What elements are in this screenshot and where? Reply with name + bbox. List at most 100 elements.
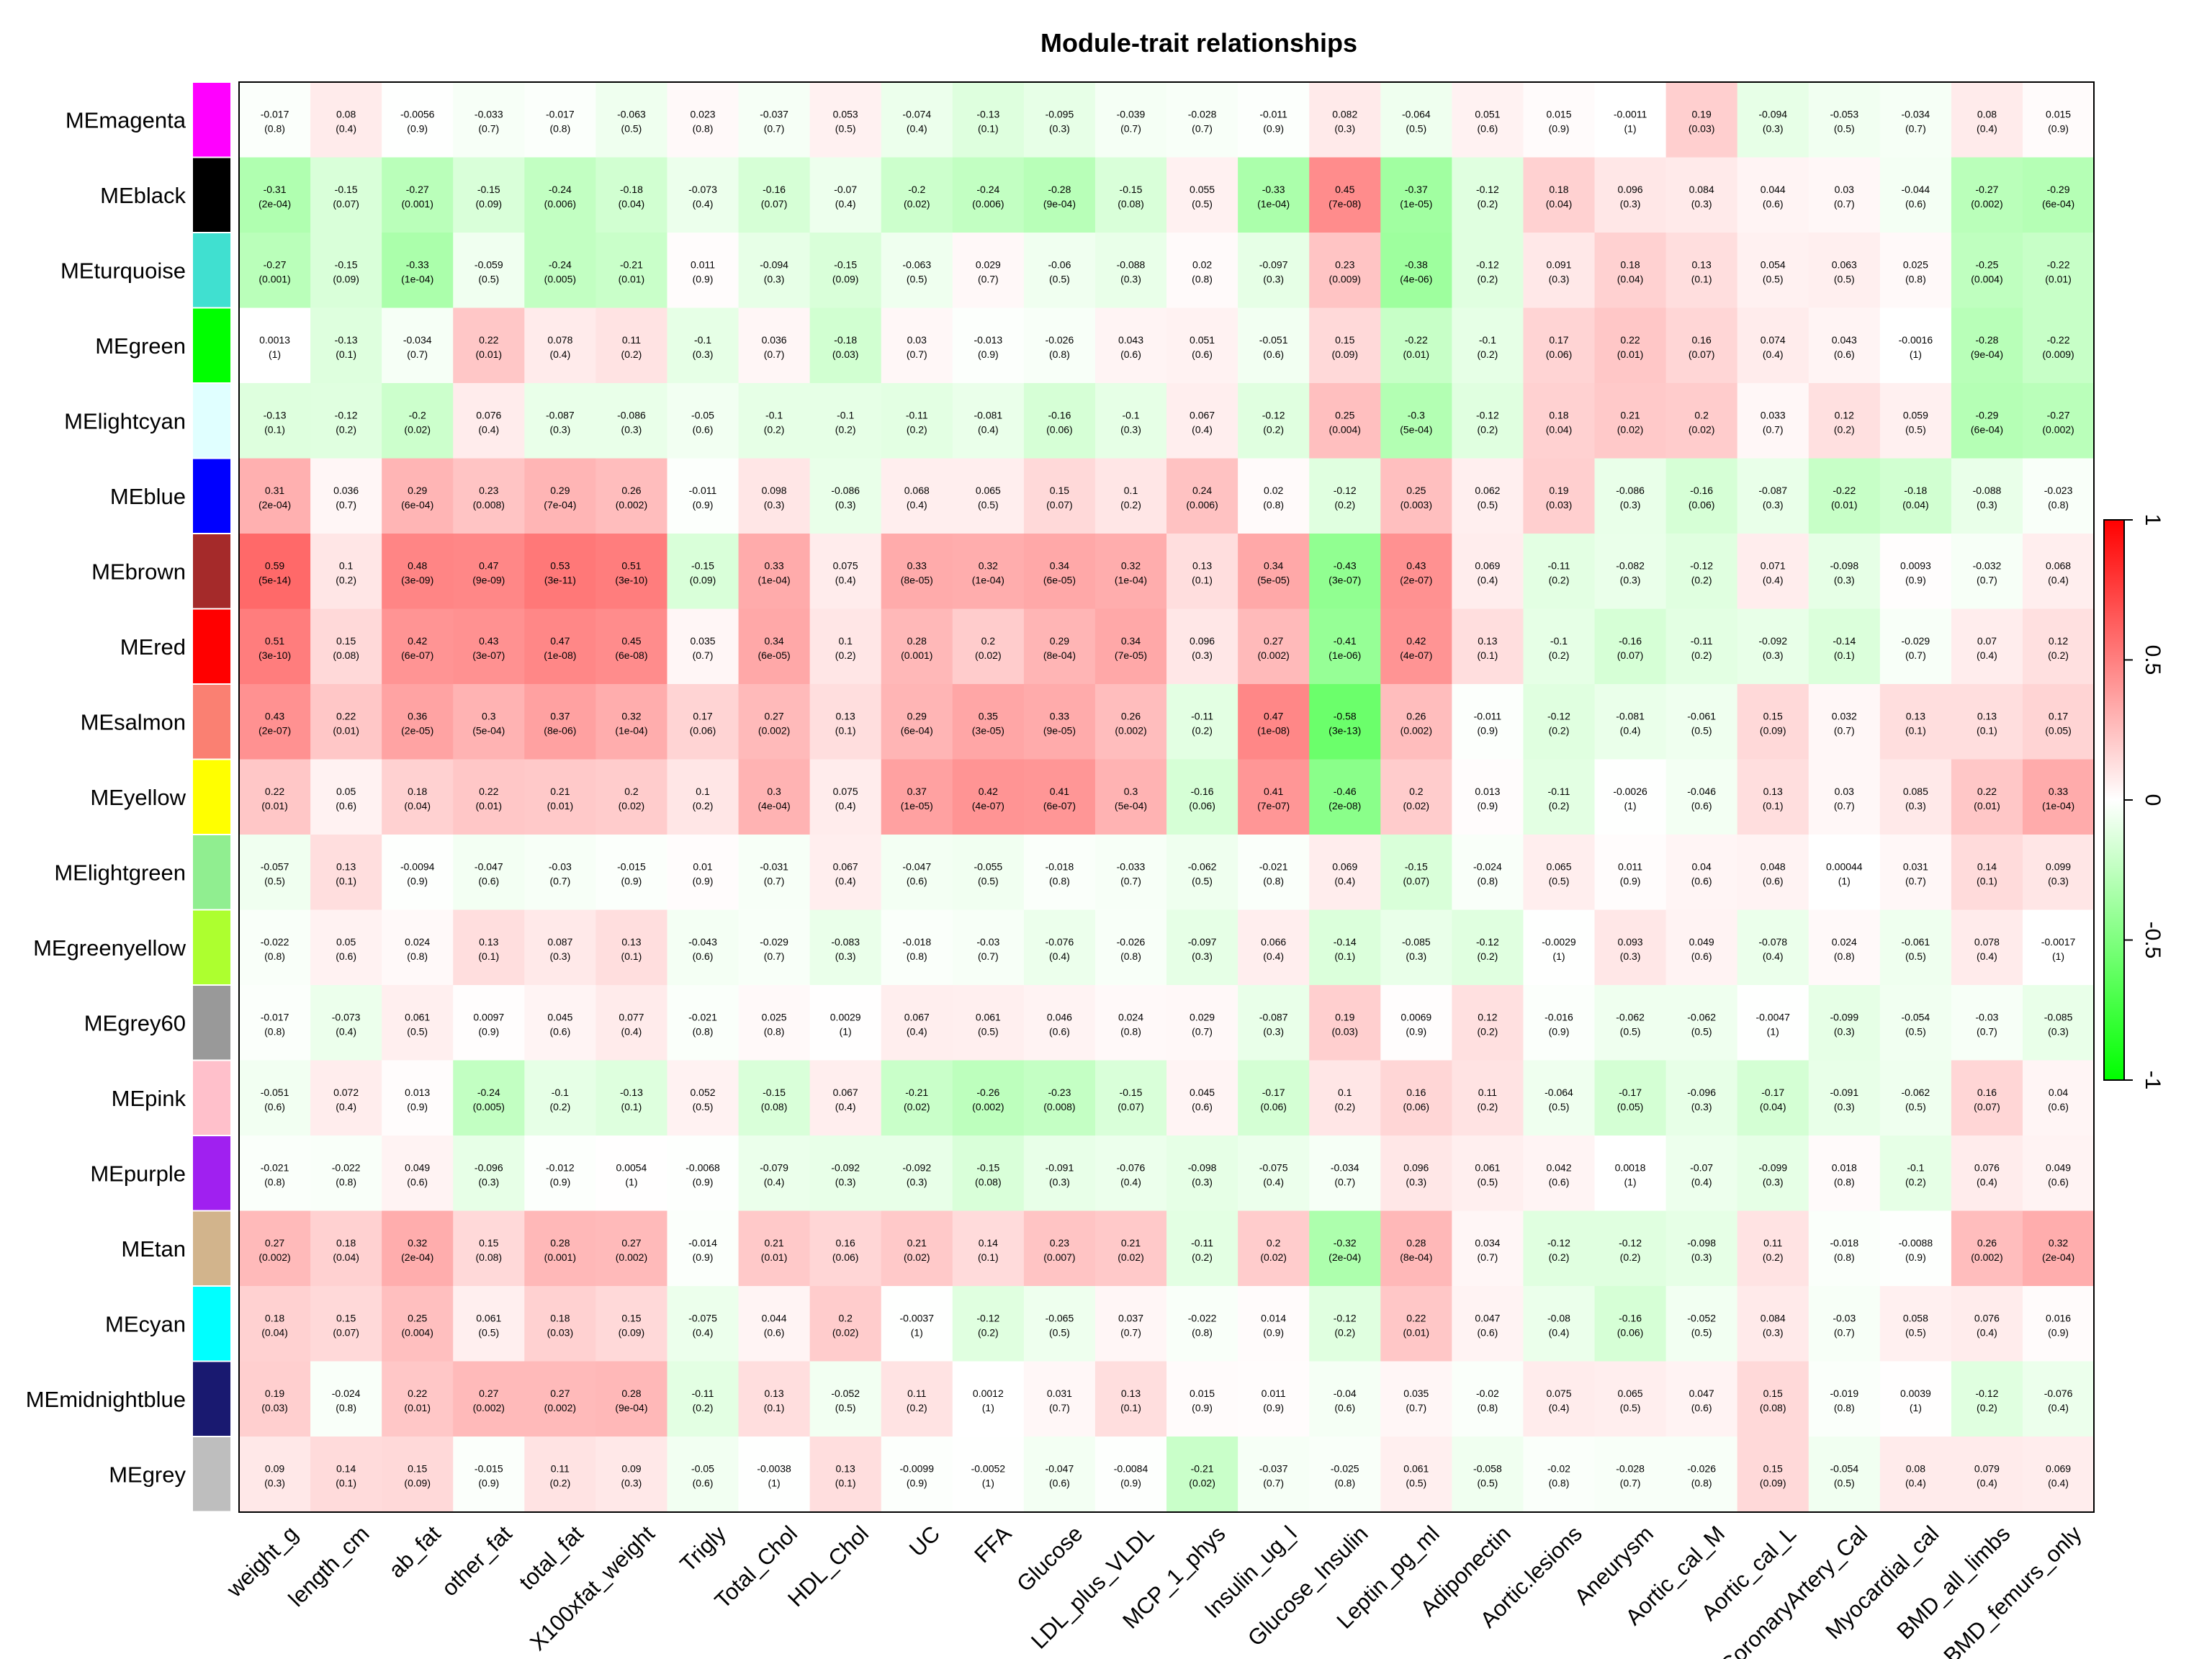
cell-pvalue-label: (0.004) xyxy=(402,1326,433,1338)
cell-correlation-label: -0.051 xyxy=(261,1087,289,1098)
cell-correlation-label: 0.13 xyxy=(764,1388,783,1399)
cell-correlation-label: 0.044 xyxy=(1761,184,1786,195)
cell-correlation-label: -0.091 xyxy=(1830,1087,1858,1098)
cell-correlation-label: 0.13 xyxy=(836,1462,855,1474)
cell-pvalue-label: (0.4) xyxy=(907,122,927,134)
heatmap-cell xyxy=(1166,383,1238,459)
cell-pvalue-label: (0.7) xyxy=(1620,1477,1641,1488)
heatmap-cell xyxy=(453,383,525,459)
heatmap-cell xyxy=(1380,985,1452,1061)
heatmap-cell xyxy=(1238,1136,1310,1212)
heatmap-cell xyxy=(382,835,454,911)
heatmap-cell xyxy=(239,233,311,309)
cell-pvalue-label: (0.04) xyxy=(1546,423,1573,435)
cell-correlation-label: -0.21 xyxy=(905,1087,928,1098)
cell-correlation-label: 0.048 xyxy=(1761,860,1786,872)
heatmap-cell xyxy=(595,458,668,534)
cell-correlation-label: 0.22 xyxy=(1406,1312,1426,1323)
heatmap-cell xyxy=(1094,307,1167,384)
cell-correlation-label: 0.13 xyxy=(479,936,498,948)
cell-pvalue-label: (0.5) xyxy=(1406,1477,1426,1488)
row-label-MEsalmon: MEsalmon xyxy=(81,709,186,734)
cell-correlation-label: 0.03 xyxy=(1835,184,1854,195)
cell-pvalue-label: (0.008) xyxy=(1043,1101,1075,1112)
heatmap-cell xyxy=(952,1136,1025,1212)
cell-pvalue-label: (0.09) xyxy=(333,273,359,284)
cell-pvalue-label: (1) xyxy=(1624,1176,1636,1187)
heatmap-cell xyxy=(453,1210,525,1287)
cell-pvalue-label: (0.6) xyxy=(1263,349,1284,360)
cell-pvalue-label: (0.7) xyxy=(478,122,499,134)
cell-pvalue-label: (0.01) xyxy=(547,800,574,811)
cell-correlation-label: -0.085 xyxy=(1402,936,1431,948)
cell-correlation-label: -0.075 xyxy=(1259,1161,1288,1173)
cell-correlation-label: -0.05 xyxy=(691,1462,714,1474)
heatmap-cell xyxy=(1309,82,1381,158)
cell-correlation-label: 0.32 xyxy=(979,559,998,571)
cell-pvalue-label: (0.3) xyxy=(907,1176,927,1187)
heatmap-cell xyxy=(1737,1136,1809,1212)
cell-pvalue-label: (0.09) xyxy=(404,1477,431,1488)
cell-correlation-label: 0.065 xyxy=(1618,1388,1643,1399)
cell-pvalue-label: (3e-09) xyxy=(401,574,433,585)
cell-pvalue-label: (0.7) xyxy=(1478,1251,1498,1263)
column-label-total_fat: total_fat xyxy=(514,1521,588,1595)
cell-correlation-label: 0.091 xyxy=(1546,258,1571,270)
cell-correlation-label: -0.11 xyxy=(906,409,928,421)
heatmap-cell xyxy=(239,157,311,233)
heatmap-cell xyxy=(1380,1210,1452,1287)
cell-pvalue-label: (0.05) xyxy=(1617,1101,1644,1112)
cell-correlation-label: 0.025 xyxy=(1903,258,1928,270)
cell-pvalue-label: (0.8) xyxy=(407,950,428,962)
heatmap-cell xyxy=(382,1361,454,1437)
heatmap-cell xyxy=(1166,1136,1238,1212)
cell-correlation-label: 0.17 xyxy=(2049,710,2068,721)
cell-correlation-label: 0.084 xyxy=(1689,184,1714,195)
cell-pvalue-label: (2e-05) xyxy=(401,724,433,736)
heatmap-cell xyxy=(310,1286,382,1362)
cell-pvalue-label: (0.9) xyxy=(2048,122,2069,134)
cell-pvalue-label: (0.4) xyxy=(549,349,570,360)
cell-correlation-label: 0.24 xyxy=(1192,485,1212,496)
cell-pvalue-label: (0.6) xyxy=(1834,349,1855,360)
cell-pvalue-label: (0.5) xyxy=(978,499,999,511)
cell-correlation-label: 0.21 xyxy=(907,1237,927,1249)
column-label-UC: UC xyxy=(904,1521,945,1561)
heatmap-cell xyxy=(1380,233,1452,309)
heatmap-cell xyxy=(2023,608,2095,685)
heatmap-cell xyxy=(667,759,739,835)
heatmap-cell xyxy=(1523,985,1596,1061)
heatmap-cell xyxy=(1879,1361,1952,1437)
heatmap-cell xyxy=(1808,608,1881,685)
cell-pvalue-label: (0.8) xyxy=(1049,875,1070,886)
heatmap-cell xyxy=(881,82,953,158)
cell-pvalue-label: (0.4) xyxy=(2048,1402,2069,1413)
heatmap-cell xyxy=(1452,684,1524,760)
module-swatch-MEred xyxy=(193,609,230,683)
cell-correlation-label: 0.33 xyxy=(1050,710,1069,721)
cell-pvalue-label: (0.8) xyxy=(549,122,570,134)
cell-correlation-label: 0.078 xyxy=(547,334,572,346)
cell-correlation-label: -0.28 xyxy=(1048,184,1071,195)
cell-pvalue-label: (0.2) xyxy=(1691,574,1712,585)
cell-correlation-label: -0.24 xyxy=(549,258,572,270)
cell-pvalue-label: (0.4) xyxy=(1977,1176,1997,1187)
heatmap-cell xyxy=(524,1286,596,1362)
cell-pvalue-label: (0.7) xyxy=(1977,574,1997,585)
cell-correlation-label: 0.08 xyxy=(1906,1462,1925,1474)
cell-correlation-label: 0.09 xyxy=(265,1462,284,1474)
heatmap-cell xyxy=(453,534,525,610)
cell-correlation-label: 0.18 xyxy=(550,1312,570,1323)
cell-pvalue-label: (0.06) xyxy=(832,1251,859,1263)
heatmap-cell xyxy=(1309,909,1381,986)
cell-pvalue-label: (0.2) xyxy=(835,423,856,435)
cell-correlation-label: -0.0068 xyxy=(685,1161,720,1173)
cell-pvalue-label: (0.1) xyxy=(336,875,356,886)
cell-correlation-label: 0.47 xyxy=(550,635,570,647)
cell-correlation-label: 0.2 xyxy=(838,1312,853,1323)
cell-correlation-label: 0.099 xyxy=(2046,860,2071,872)
cell-pvalue-label: (0.07) xyxy=(1617,649,1644,661)
row-label-MEtan: MEtan xyxy=(121,1236,186,1262)
cell-pvalue-label: (0.9) xyxy=(978,349,999,360)
heatmap-cell xyxy=(1452,1286,1524,1362)
